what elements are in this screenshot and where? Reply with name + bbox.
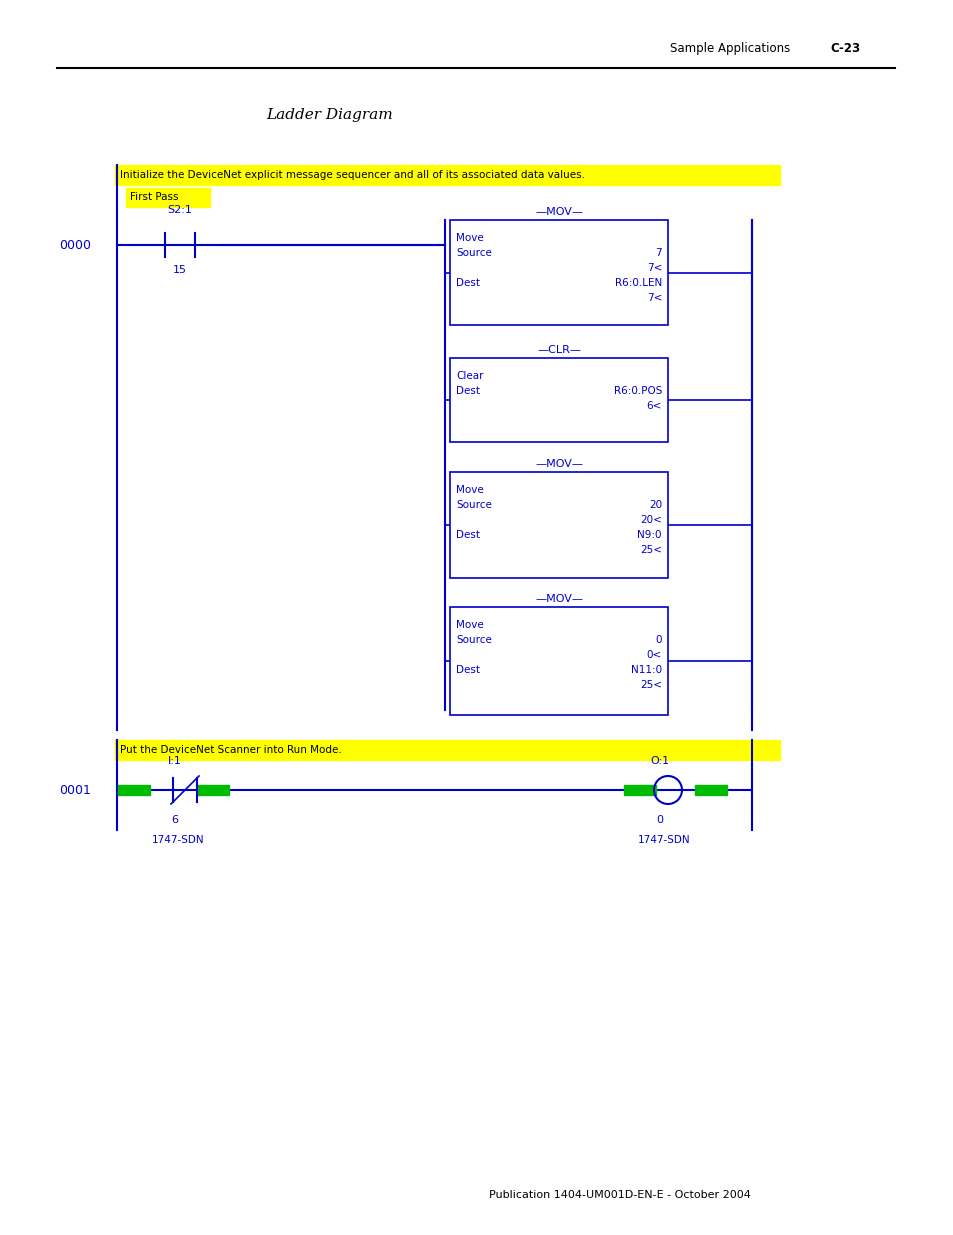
Bar [695,785,726,795]
Bar [126,188,210,207]
Text: 1747-SDN: 1747-SDN [152,835,204,845]
Text: S2:1: S2:1 [168,205,193,215]
Bar [118,785,150,795]
Text: Dest: Dest [456,664,479,676]
Bar [115,165,780,185]
Text: 0001: 0001 [59,783,91,797]
Bar [115,740,780,760]
Text: 7<: 7< [646,293,661,303]
Text: R6:0.POS: R6:0.POS [613,387,661,396]
Text: 0: 0 [656,815,662,825]
Text: Source: Source [456,635,492,645]
Text: Source: Source [456,248,492,258]
Text: Source: Source [456,500,492,510]
Text: N9:0: N9:0 [637,530,661,540]
Text: N11:0: N11:0 [630,664,661,676]
Text: Move: Move [456,485,483,495]
Text: 20<: 20< [639,515,661,525]
Text: Clear: Clear [456,370,483,382]
Text: Sample Applications: Sample Applications [669,42,789,56]
Text: 20: 20 [648,500,661,510]
Text: —MOV—: —MOV— [535,594,582,604]
Text: 0<: 0< [646,650,661,659]
Text: Ladder Diagram: Ladder Diagram [266,107,393,122]
Text: I:1: I:1 [168,756,182,766]
Text: Initialize the DeviceNet explicit message sequencer and all of its associated da: Initialize the DeviceNet explicit messag… [120,170,584,180]
Text: O:1: O:1 [650,756,669,766]
Text: Dest: Dest [456,278,479,288]
Bar [450,472,667,578]
Text: —CLR—: —CLR— [537,345,580,354]
Text: Dest: Dest [456,530,479,540]
Text: 0000: 0000 [59,238,91,252]
Text: 15: 15 [172,266,187,275]
Bar [450,606,667,715]
Text: Publication 1404-UM001D-EN-E - October 2004: Publication 1404-UM001D-EN-E - October 2… [489,1191,750,1200]
Bar [450,358,667,442]
Text: 25<: 25< [639,545,661,555]
Text: First Pass: First Pass [130,193,178,203]
Bar [623,785,656,795]
Text: R6:0.LEN: R6:0.LEN [614,278,661,288]
Text: 0: 0 [655,635,661,645]
Text: 6: 6 [172,815,178,825]
Text: 7: 7 [655,248,661,258]
Text: C-23: C-23 [829,42,860,56]
Text: 25<: 25< [639,680,661,690]
Text: Move: Move [456,233,483,243]
Text: —MOV—: —MOV— [535,459,582,469]
Text: Move: Move [456,620,483,630]
Text: —MOV—: —MOV— [535,207,582,217]
Text: 7<: 7< [646,263,661,273]
Bar [196,785,229,795]
Text: Dest: Dest [456,387,479,396]
Text: 6<: 6< [646,401,661,411]
Text: Put the DeviceNet Scanner into Run Mode.: Put the DeviceNet Scanner into Run Mode. [120,745,341,755]
Bar [450,220,667,325]
Text: 1747-SDN: 1747-SDN [638,835,690,845]
